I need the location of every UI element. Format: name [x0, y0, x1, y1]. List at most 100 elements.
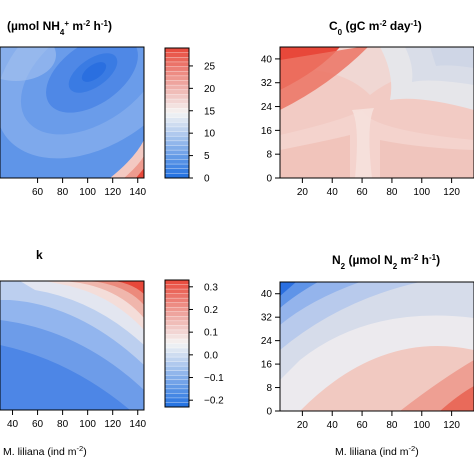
panel-top-left: (µmol NH4+ m-2 h-1) 60 80 100 120 140 0 5 10 15… [0, 19, 216, 198]
y-tick-label-br: 0 [266, 407, 272, 418]
colorbar-band-top [165, 85, 189, 91]
colorbar-bottom-stripes [165, 279, 189, 408]
colorbar-tick-label-top: 0 [204, 174, 210, 185]
x-tick-label-br: 100 [413, 420, 430, 431]
colorbar-band-top [165, 150, 189, 156]
heatmap-surface-tl [0, 47, 144, 178]
colorbar-band-top [165, 131, 189, 137]
x-tick-label-tl: 120 [104, 187, 121, 198]
y-tick-label-tr: 40 [261, 54, 273, 65]
colorbar-band-bottom [165, 370, 189, 376]
colorbar-top-frame [164, 47, 190, 179]
panel-bottom-left: k 40 60 80 100 120 140 M. liliana (ind m-2) 0… [0, 248, 224, 458]
colorbar-band-bottom [165, 352, 189, 358]
colorbar-band-bottom [165, 320, 189, 326]
colorbar-tick-label-top: 10 [204, 129, 216, 140]
colorbar-band-bottom [165, 384, 189, 390]
colorbar-tick-label-bottom: 0.2 [204, 305, 218, 316]
heatmap-surface-br [280, 282, 474, 411]
y-tick-label-tr: 8 [266, 150, 272, 161]
x-tick-label-tr: 40 [327, 187, 339, 198]
colorbar-band-bottom [165, 375, 189, 381]
y-tick-label-br: 24 [261, 336, 273, 347]
colorbar-band-top [165, 61, 189, 67]
x-tick-label-br: 60 [357, 420, 369, 431]
panel-title-tl: (µmol NH4+ m-2 h-1) [7, 19, 112, 37]
colorbar-tick-label-bottom: 0.0 [204, 350, 218, 361]
colorbar-band-top [165, 103, 189, 109]
panel-title-br: N2 (µmol N2 m-2 h-1) [332, 253, 440, 271]
x-tick-label-bl: 120 [104, 419, 121, 430]
colorbar-band-bottom [165, 289, 189, 295]
colorbar-bottom-frame [164, 279, 190, 408]
colorbar-top: 0 5 10 15 20 25 [164, 47, 216, 185]
colorbar-band-top [165, 99, 189, 105]
x-tick-label-br: 20 [297, 420, 309, 431]
colorbar-tick-label-top: 5 [204, 151, 210, 162]
y-tick-label-br: 40 [261, 289, 273, 300]
colorbar-band-bottom [165, 334, 189, 340]
x-tick-label-tr: 60 [357, 187, 369, 198]
colorbar-tick-label-top: 15 [204, 106, 216, 117]
colorbar-band-bottom [165, 280, 189, 285]
colorbar-band-top [165, 71, 189, 77]
colorbar-top-ticks: 0 5 10 15 20 25 [189, 61, 216, 185]
x-tick-label-tr: 20 [297, 187, 309, 198]
x-axis-label-br: M. liliana (ind m-2) [335, 444, 419, 459]
colorbar-band-top [165, 173, 189, 179]
plot-frame-br [279, 281, 474, 412]
colorbar-band-top [165, 136, 189, 142]
x-tick-label-tr: 100 [413, 187, 430, 198]
colorbar-band-bottom [165, 325, 189, 331]
colorbar-bottom: 0.3 0.2 0.1 0.0 −0.1 −0.2 [164, 279, 224, 408]
y-tick-label-br: 32 [261, 313, 273, 324]
x-tick-label-tl: 140 [129, 187, 146, 198]
colorbar-top-stripes [165, 47, 189, 179]
colorbar-band-bottom [165, 348, 189, 353]
colorbar-band-top [165, 168, 189, 174]
x-tick-label-br: 120 [443, 420, 460, 431]
y-tick-label-tr: 32 [261, 78, 273, 89]
x-tick-label-tl: 60 [32, 187, 44, 198]
colorbar-band-top [165, 154, 189, 160]
colorbar-bottom-ticks: 0.3 0.2 0.1 0.0 −0.1 −0.2 [189, 282, 224, 407]
colorbar-tick-label-top: 20 [204, 84, 216, 95]
colorbar-band-top [165, 145, 189, 151]
y-tick-label-tr: 24 [261, 102, 273, 113]
colorbar-band-top [165, 48, 189, 54]
x-axis-ticks-bl: 40 60 80 100 120 140 [7, 410, 147, 430]
x-tick-label-bl: 140 [129, 419, 146, 430]
colorbar-band-bottom [165, 343, 189, 349]
colorbar-tick-label-bottom: 0.3 [204, 282, 218, 293]
colorbar-band-bottom [165, 329, 189, 335]
plot-frame-tl [0, 46, 145, 179]
colorbar-band-bottom [165, 397, 189, 403]
colorbar-band-top [165, 140, 189, 146]
colorbar-band-top [165, 108, 189, 114]
colorbar-tick-label-bottom: −0.1 [204, 373, 224, 384]
colorbar-tick-label-bottom: −0.2 [204, 396, 224, 407]
x-tick-label-bl: 80 [57, 419, 69, 430]
colorbar-band-top [165, 117, 189, 123]
x-tick-label-br: 80 [386, 420, 398, 431]
colorbar-band-bottom [165, 361, 189, 367]
colorbar-band-top [165, 52, 189, 58]
y-tick-label-br: 16 [261, 360, 273, 371]
colorbar-band-top [165, 80, 189, 86]
colorbar-band-bottom [165, 293, 189, 299]
panel-top-right: C0 (gC m-2 day-1) 20 40 60 80 100 120 0 8 16 24 3… [261, 19, 474, 198]
colorbar-band-top [165, 122, 189, 128]
plot-frame-bl [0, 280, 145, 411]
colorbar-band-bottom [165, 284, 189, 290]
colorbar-band-top [165, 113, 189, 119]
heatmap-surface-tr [280, 47, 474, 178]
panel-bottom-right: N2 (µmol N2 m-2 h-1) 20 40 60 80 100 120 0 8 16… [261, 253, 474, 459]
y-tick-label-br: 8 [266, 383, 272, 394]
x-axis-ticks-br: 20 40 60 80 100 120 [297, 411, 460, 431]
colorbar-band-bottom [165, 366, 189, 372]
plot-frame-tr [279, 46, 474, 179]
colorbar-band-bottom [165, 316, 189, 322]
colorbar-tick-label-top: 25 [204, 61, 216, 72]
x-tick-label-tl: 100 [79, 187, 96, 198]
colorbar-band-bottom [165, 338, 189, 344]
